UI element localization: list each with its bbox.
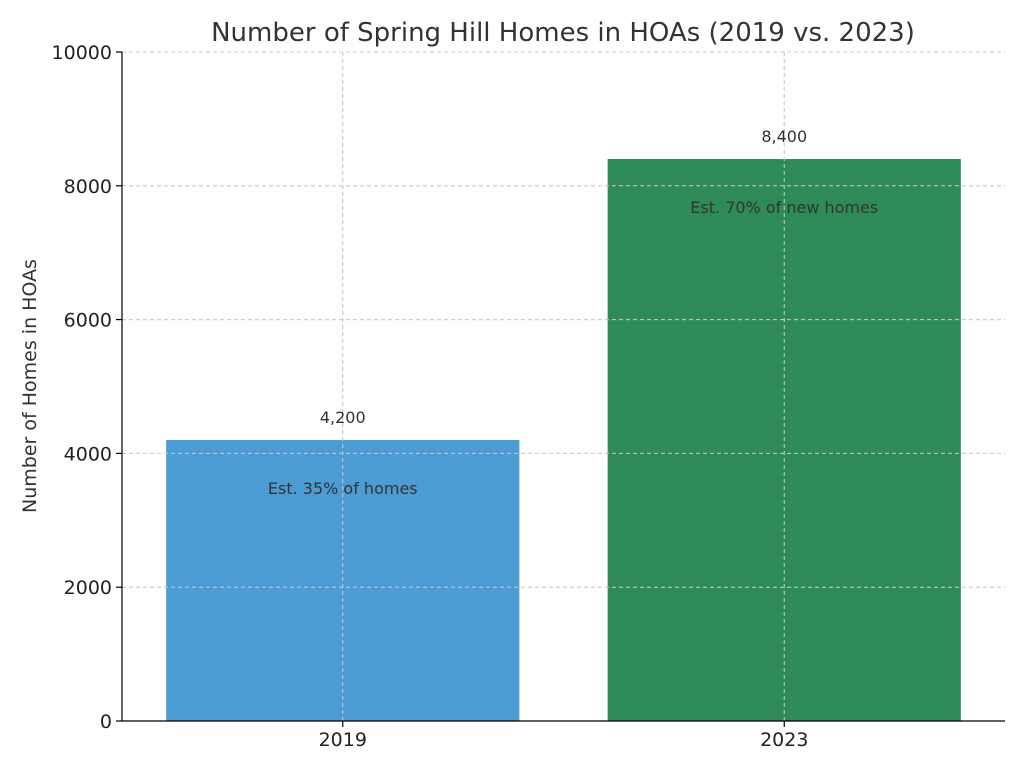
y-tick-label: 6000 (64, 310, 112, 332)
y-tick-label: 0 (100, 711, 112, 733)
bars-layer (122, 51, 1005, 722)
y-tick-label: 10000 (52, 42, 112, 64)
y-tick-label: 8000 (64, 176, 112, 198)
bar-annotation: Est. 70% of new homes (690, 198, 878, 217)
y-tick-label: 4000 (64, 443, 112, 465)
bar-annotation: Est. 35% of homes (268, 479, 418, 498)
bar-value-label: 4,200 (320, 408, 366, 427)
y-tick-label: 2000 (64, 577, 112, 599)
x-tick-label: 2019 (319, 729, 367, 751)
labels-layer: 4,200 Est. 35% of homes 8,400 Est. 70% of n… (268, 127, 878, 498)
y-axis-label: Number of Homes in HOAs (19, 259, 41, 513)
bar-value-label: 8,400 (761, 127, 807, 146)
x-tick-label: 2023 (760, 729, 808, 751)
chart-title: Number of Spring Hill Homes in HOAs (201… (211, 18, 915, 48)
axes-layer: 0 2000 4000 6000 8000 10000 2019 2023 (52, 42, 1005, 751)
